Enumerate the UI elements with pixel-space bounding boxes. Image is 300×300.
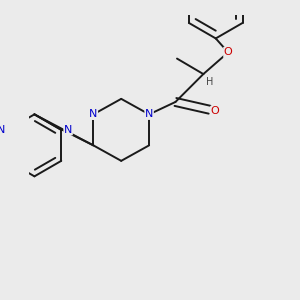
Text: N: N [145, 110, 153, 119]
Text: N: N [0, 125, 5, 135]
Text: H: H [206, 77, 213, 87]
Text: N: N [88, 110, 97, 119]
Text: N: N [64, 125, 72, 135]
Text: N: N [89, 110, 98, 119]
Text: O: O [211, 106, 220, 116]
Text: O: O [224, 47, 233, 57]
